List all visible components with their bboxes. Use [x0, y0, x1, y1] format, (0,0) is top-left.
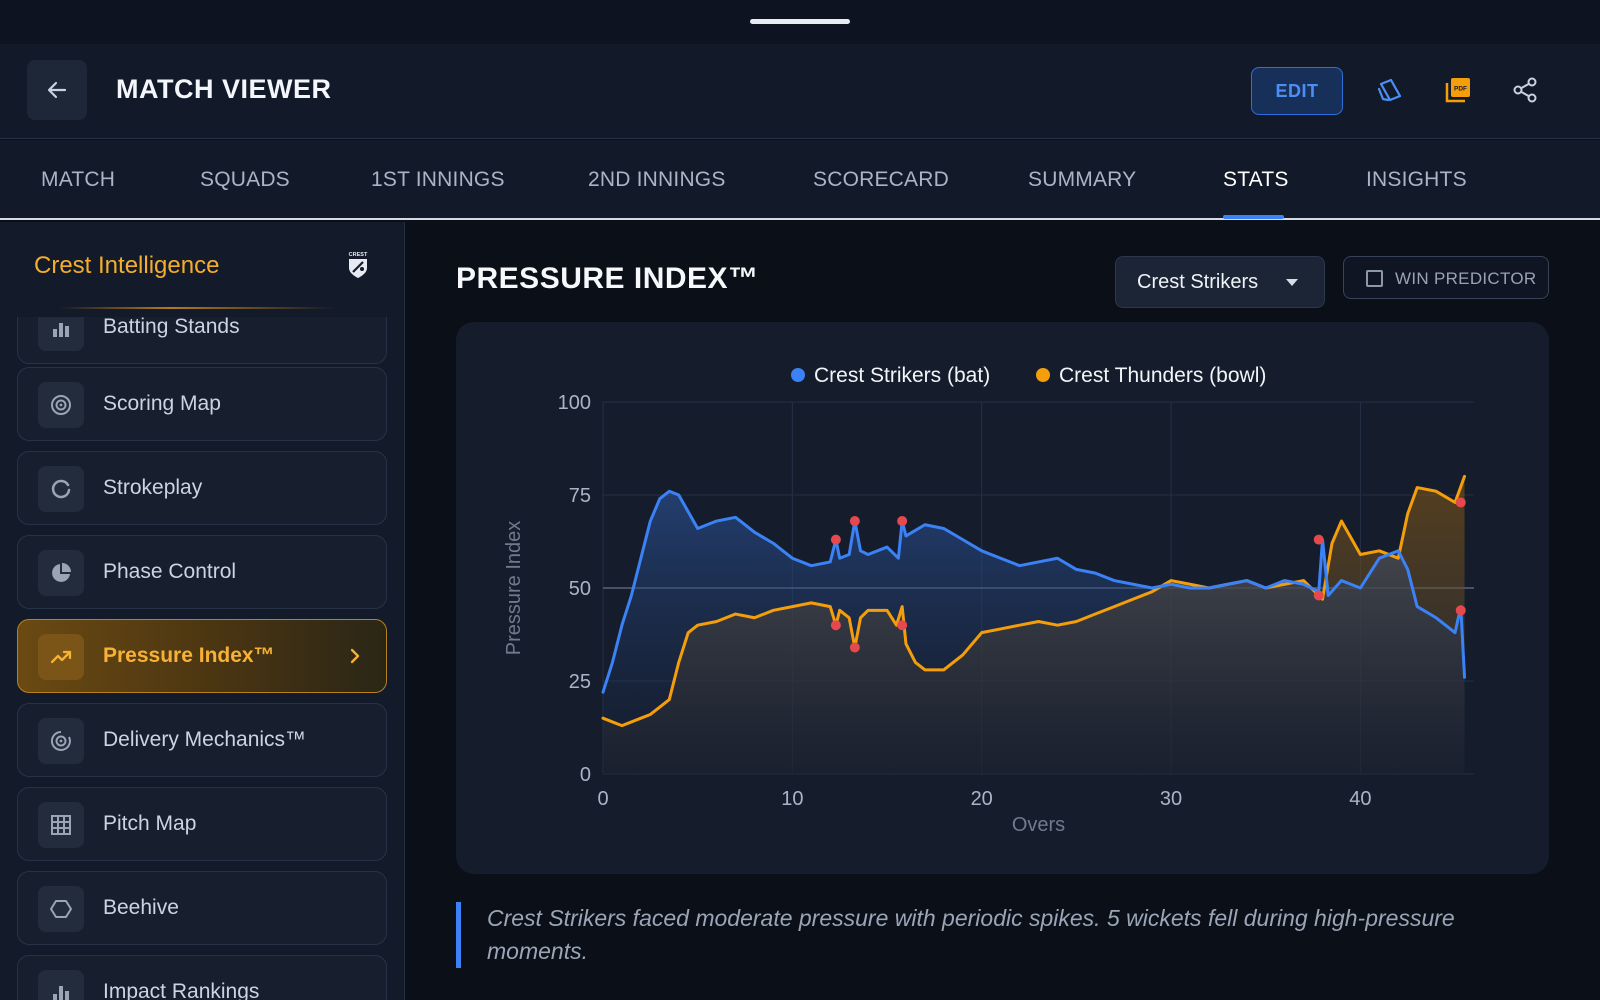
spin-target-icon	[38, 718, 84, 764]
sidebar-header: Crest Intelligence CREST	[0, 222, 404, 317]
team-select[interactable]: Crest Strikers	[1115, 256, 1325, 308]
legend-marker	[1036, 368, 1050, 382]
wicket-marker	[897, 620, 908, 631]
cards-icon[interactable]	[1372, 72, 1408, 108]
tab-summary[interactable]: SUMMARY	[1028, 168, 1137, 191]
legend-label: Crest Strikers (bat)	[814, 364, 990, 387]
sidebar-title: Crest Intelligence	[34, 252, 220, 279]
wicket-marker	[1455, 605, 1466, 616]
win-predictor-label: WIN PREDICTOR	[1395, 269, 1537, 288]
arrow-left-icon	[47, 81, 67, 99]
device-top-bar	[0, 0, 1600, 44]
wicket-marker	[830, 534, 841, 545]
section-title: PRESSURE INDEX™	[456, 262, 759, 295]
home-indicator[interactable]	[750, 19, 850, 24]
pressure-index-chart[interactable]: 0 25 50 75 100 0 10 20 30 40 Overs Pressure Index C…	[456, 322, 1549, 874]
tab-bar: MATCH SQUADS 1ST INNINGS 2ND INNINGS SCO…	[0, 140, 1600, 220]
chevron-right-icon	[350, 648, 360, 664]
edit-button[interactable]: EDIT	[1251, 67, 1343, 115]
target-icon	[38, 382, 84, 428]
legend-label: Crest Thunders (bowl)	[1059, 364, 1266, 387]
tab-insights[interactable]: INSIGHTS	[1366, 168, 1467, 191]
back-button[interactable]	[27, 60, 87, 120]
wicket-marker	[1313, 590, 1324, 601]
sidebar-item-pitch-map[interactable]: Pitch Map	[17, 787, 387, 861]
sidebar-item-label: Pressure Index™	[103, 644, 275, 667]
insight-note: Crest Strikers faced moderate pressure w…	[456, 902, 1549, 968]
y-axis-label: Pressure Index	[503, 521, 525, 656]
x-tick-label: 10	[781, 788, 803, 810]
bat-area	[603, 491, 1465, 726]
y-tick-label: 100	[558, 392, 591, 414]
sidebar-item-label: Scoring Map	[103, 392, 221, 415]
pdf-icon[interactable]: PDF	[1440, 72, 1476, 108]
x-tick-label: 0	[597, 788, 608, 810]
bar-chart-icon	[38, 970, 84, 1000]
x-tick-label: 20	[971, 788, 993, 810]
x-tick-label: 40	[1349, 788, 1371, 810]
svg-text:CREST: CREST	[349, 252, 368, 258]
tab-match[interactable]: MATCH	[41, 168, 116, 191]
win-predictor-toggle[interactable]: WIN PREDICTOR	[1343, 256, 1549, 299]
base-area	[603, 554, 1465, 774]
hexagon-icon	[38, 886, 84, 932]
active-tab-indicator	[1223, 215, 1284, 219]
circle-refresh-icon	[38, 466, 84, 512]
tab-scorecard[interactable]: SCORECARD	[813, 168, 949, 191]
sidebar-item-label: Pitch Map	[103, 812, 197, 835]
sidebar-item-label: Impact Rankings	[103, 980, 260, 1000]
y-tick-label: 75	[569, 485, 591, 507]
team-select-value: Crest Strikers	[1137, 271, 1259, 293]
sidebar-item-scoring-map[interactable]: Scoring Map	[17, 367, 387, 441]
wicket-marker	[897, 516, 908, 527]
pie-chart-icon	[38, 550, 84, 596]
sidebar-divider	[60, 307, 335, 309]
chart-card: 0 25 50 75 100 0 10 20 30 40 Overs Pressure Index C…	[456, 322, 1549, 874]
grid-icon	[38, 802, 84, 848]
sidebar[interactable]: Batting Stands Crest Intelligence CREST …	[0, 222, 405, 1000]
checkbox-icon[interactable]	[1366, 270, 1383, 287]
y-tick-label: 25	[569, 671, 591, 693]
sidebar-item-strokeplay[interactable]: Strokeplay	[17, 451, 387, 525]
caret-down-icon	[1286, 279, 1298, 286]
y-tick-label: 50	[569, 578, 591, 600]
tab-2nd-innings[interactable]: 2ND INNINGS	[588, 168, 726, 191]
tab-1st-innings[interactable]: 1ST INNINGS	[371, 168, 505, 191]
tab-squads[interactable]: SQUADS	[200, 168, 290, 191]
tab-stats[interactable]: STATS	[1223, 168, 1289, 191]
page-title: MATCH VIEWER	[116, 74, 332, 104]
sidebar-item-pressure-index[interactable]: Pressure Index™	[17, 619, 387, 693]
sidebar-item-label: Phase Control	[103, 560, 237, 583]
trending-up-icon	[38, 634, 84, 680]
sidebar-item-label: Strokeplay	[103, 476, 203, 499]
wicket-marker	[1313, 534, 1324, 545]
main-panel: PRESSURE INDEX™ Crest Strikers WIN PREDI…	[406, 222, 1600, 1000]
sidebar-item-delivery-mechanics[interactable]: Delivery Mechanics™	[17, 703, 387, 777]
wicket-marker	[830, 620, 841, 631]
x-axis-label: Overs	[1012, 814, 1065, 836]
sidebar-item-beehive[interactable]: Beehive	[17, 871, 387, 945]
crest-logo: CREST	[344, 250, 372, 278]
insight-text: Crest Strikers faced moderate pressure w…	[487, 905, 1455, 964]
sidebar-item-label: Batting Stands	[103, 315, 240, 338]
share-icon[interactable]	[1507, 72, 1543, 108]
sidebar-item-label: Delivery Mechanics™	[103, 728, 307, 751]
legend-marker	[791, 368, 805, 382]
sidebar-item-label: Beehive	[103, 896, 179, 919]
y-tick-label: 0	[580, 764, 591, 786]
x-tick-label: 30	[1160, 788, 1182, 810]
bat-series-line	[601, 489, 1467, 694]
wicket-marker	[849, 516, 860, 527]
app-header: MATCH VIEWER EDIT PDF	[0, 44, 1600, 139]
svg-text:PDF: PDF	[1454, 86, 1467, 93]
wicket-marker	[849, 642, 860, 653]
sidebar-item-impact-rankings[interactable]: Impact Rankings	[17, 955, 387, 1000]
wicket-marker	[1455, 497, 1466, 508]
sidebar-item-phase-control[interactable]: Phase Control	[17, 535, 387, 609]
